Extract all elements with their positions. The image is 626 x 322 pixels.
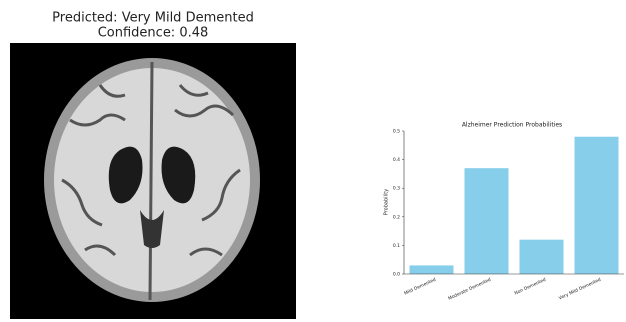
image-title: Predicted: Very Mild Demented (52, 11, 254, 26)
bar (520, 240, 564, 274)
y-tick-label: 0.2 (393, 214, 400, 220)
bar (465, 168, 509, 274)
bar-chart: Alzheimer Prediction Probabilities Proba… (384, 122, 625, 302)
x-tick-label: Mild Demented (403, 277, 437, 297)
y-axis-label: Probability (384, 189, 390, 215)
y-tick-label: 0.5 (393, 129, 400, 135)
screen: Predicted: Very Mild Demented Confidence… (0, 0, 626, 322)
y-tick-label: 0.0 (393, 272, 400, 278)
chart-title: Alzheimer Prediction Probabilities (462, 122, 562, 129)
bar (575, 137, 619, 274)
x-tick-label: Moderate Demented (447, 277, 492, 302)
page: Predicted: Very Mild Demented Confidence… (0, 0, 626, 322)
x-tick-label: Non Demented (514, 277, 548, 297)
bar (410, 265, 454, 274)
mri-image (10, 43, 296, 319)
x-tick-label: Very Mild Demented (558, 277, 602, 302)
y-tick-label: 0.3 (393, 186, 400, 192)
y-tick-label: 0.1 (393, 243, 400, 249)
image-subtitle: Confidence: 0.48 (98, 26, 209, 41)
y-tick-label: 0.4 (393, 157, 400, 163)
